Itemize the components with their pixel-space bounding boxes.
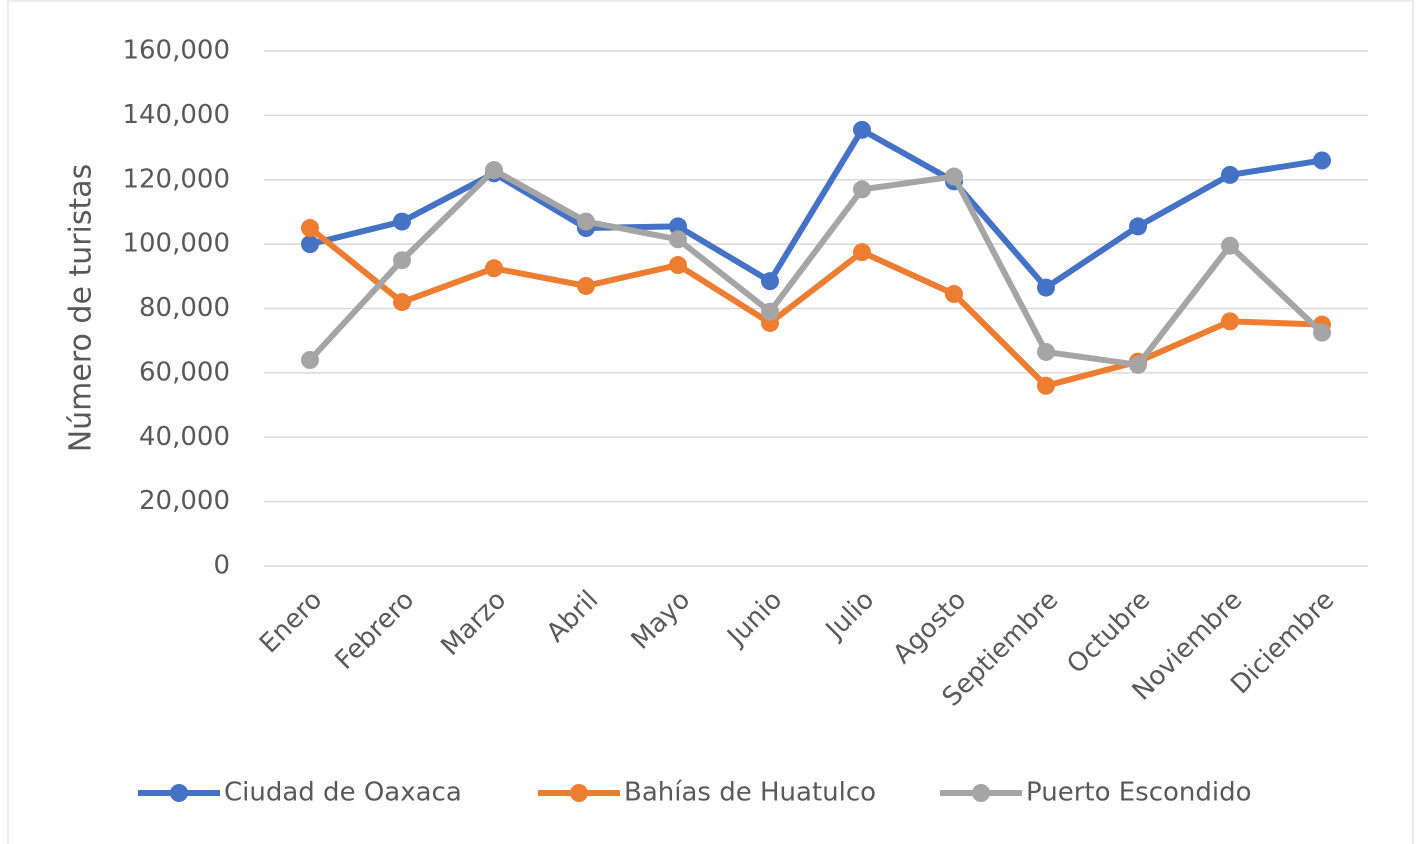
- y-tick-label: 80,000: [139, 293, 230, 323]
- point: [393, 251, 411, 270]
- series-line: [309, 126, 1323, 291]
- y-axis-label: Número de turistas: [64, 164, 99, 453]
- point: [1313, 151, 1331, 170]
- x-tick-label: Febrero: [330, 585, 421, 676]
- point: [1129, 355, 1147, 374]
- point: [669, 217, 687, 236]
- point: [669, 230, 687, 249]
- y-tick-label: 0: [213, 551, 230, 581]
- y-tick-label: 100,000: [122, 229, 230, 259]
- point: [761, 302, 779, 321]
- point: [301, 351, 319, 369]
- point: [945, 167, 963, 186]
- y-tick-label: 120,000: [122, 164, 230, 194]
- y-tick-label: 60,000: [139, 357, 230, 387]
- point: [301, 219, 319, 238]
- y-tick-label: 160,000: [122, 36, 230, 66]
- legend-marker: [570, 784, 588, 802]
- series-line: [308, 225, 1323, 389]
- point: [393, 212, 411, 231]
- point: [577, 276, 595, 295]
- point: [761, 272, 779, 291]
- chart-frame: [7, 0, 1414, 844]
- point: [853, 120, 871, 139]
- x-tick-label: Mayo: [626, 585, 696, 655]
- legend-marker: [972, 784, 990, 802]
- point: [1037, 278, 1055, 297]
- point: [1037, 376, 1055, 395]
- y-tick-label: 40,000: [139, 422, 230, 452]
- y-tick-label: 20,000: [139, 486, 230, 516]
- point: [393, 293, 411, 312]
- point: [1037, 342, 1055, 361]
- x-tick-label: Marzo: [435, 585, 512, 662]
- point: [853, 180, 871, 199]
- series-line: [307, 167, 1325, 368]
- point: [1221, 312, 1239, 331]
- y-tick-label: 140,000: [122, 100, 230, 130]
- legend-marker: [170, 784, 188, 802]
- point: [669, 256, 687, 275]
- point: [577, 212, 595, 231]
- point: [1313, 323, 1331, 342]
- point: [853, 243, 871, 262]
- x-tick-label: Junio: [721, 585, 789, 653]
- point: [945, 285, 963, 304]
- legend-label: Bahías de Huatulco: [624, 778, 876, 808]
- point: [301, 235, 319, 254]
- point: [485, 161, 503, 180]
- legend-label: Puerto Escondido: [1026, 778, 1252, 808]
- point: [485, 259, 503, 278]
- point: [1129, 217, 1147, 236]
- x-tick-label: Abril: [541, 585, 604, 648]
- x-tick-label: Enero: [254, 585, 328, 659]
- point: [1221, 165, 1239, 184]
- x-tick-label: Agosto: [887, 585, 972, 670]
- point: [1221, 236, 1239, 255]
- x-tick-label: Octubre: [1061, 585, 1156, 680]
- x-tick-label: Julio: [819, 585, 880, 646]
- legend-label: Ciudad de Oaxaca: [224, 778, 462, 808]
